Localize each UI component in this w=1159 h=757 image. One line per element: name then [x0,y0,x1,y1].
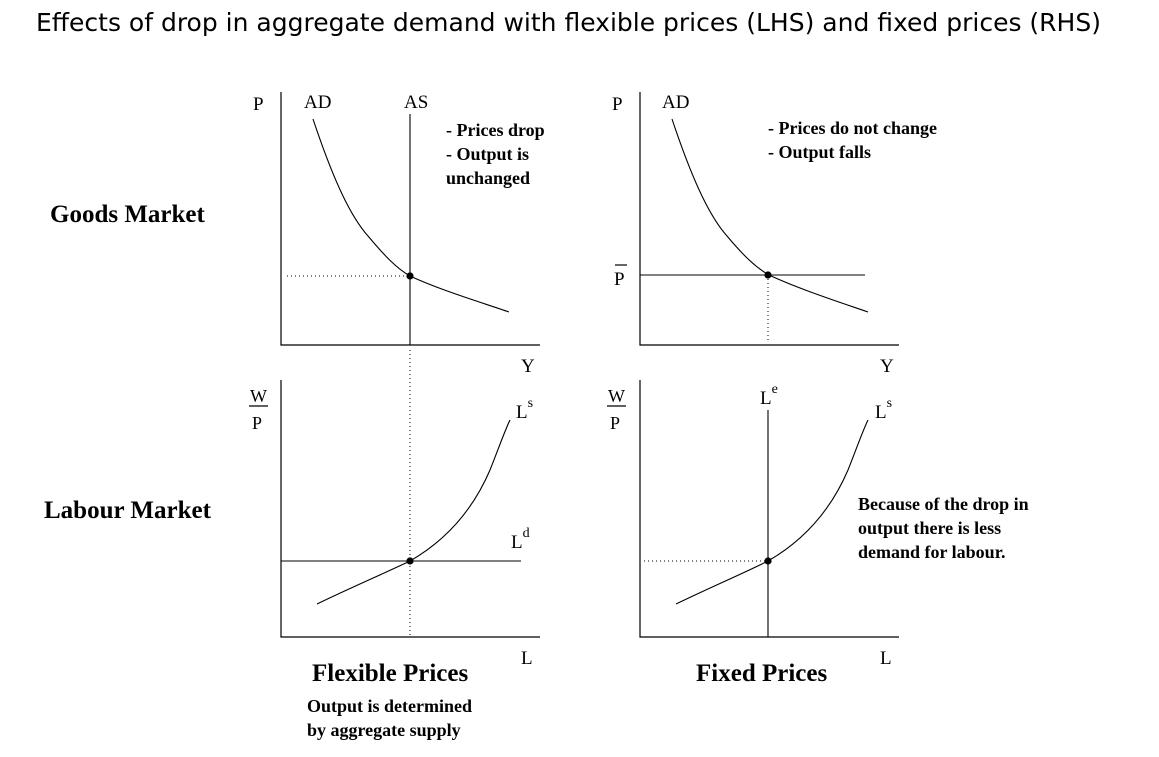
fixed-labour-employment-base: L [760,388,772,409]
flex-goods-ad-curve [312,118,510,313]
fixed-goods-y-axis-label: P [612,94,623,115]
fixed-labour-note-2: output there is less [858,518,1001,538]
page-title: Effects of drop in aggregate demand with… [36,8,1101,37]
flex-goods-note-3: unchanged [446,168,530,188]
flex-goods-x-axis-label: Y [521,356,535,377]
flex-goods-equilibrium-point [406,272,414,280]
flex-labour-y-numerator: W [250,386,267,406]
panel-flex-goods: P Y AD AS - Prices drop - Output is unch… [253,92,545,377]
flex-labour-supply-base: L [516,402,528,423]
fixed-labour-x-axis-label: L [880,648,892,669]
fixed-goods-note-1: - Prices do not change [768,118,937,138]
fixed-goods-axes [639,92,899,346]
fixed-goods-x-axis-label: Y [880,356,894,377]
fixed-labour-employment-sup: e [772,382,778,397]
flex-labour-supply-sup: s [528,396,533,411]
flex-prices-subcaption-2: by aggregate supply [307,720,461,740]
fixed-prices-caption: Fixed Prices [696,660,827,687]
flex-labour-y-denominator: P [252,413,262,433]
flex-labour-demand-sup: d [523,526,530,541]
row-label-goods-market: Goods Market [50,201,206,228]
fixed-labour-supply-sup: s [887,396,892,411]
fixed-goods-ad-curve [671,118,869,313]
flex-goods-axes [280,92,540,346]
fixed-labour-y-denominator: P [610,413,620,433]
flex-labour-x-axis-label: L [521,648,533,669]
fixed-labour-axes [639,380,899,638]
fixed-labour-note-1: Because of the drop in [858,494,1029,514]
fixed-goods-price-level-label: P [614,269,625,290]
fixed-labour-employment-label: Le [760,382,778,409]
flex-prices-caption: Flexible Prices [312,660,468,687]
flex-goods-note-2: - Output is [446,144,529,164]
fixed-labour-supply-base: L [875,402,887,423]
fixed-goods-equilibrium-point [764,271,772,279]
fixed-labour-equilibrium-point [764,557,772,565]
flex-goods-as-label: AS [404,92,428,113]
flex-labour-axes [280,380,540,638]
fixed-goods-ad-label: AD [662,92,689,113]
flex-labour-supply-label: Ls [516,396,533,423]
flex-goods-ad-label: AD [304,92,331,113]
flex-prices-subcaption-1: Output is determined [307,696,472,716]
fixed-labour-supply-curve [675,419,869,605]
panel-fixed-goods: P Y AD P - Prices do not change - Output… [612,92,937,377]
row-label-labour-market: Labour Market [44,497,212,524]
flex-labour-equilibrium-point [406,557,414,565]
fixed-labour-y-numerator: W [608,386,625,406]
flex-labour-demand-label: Ld [511,526,530,553]
flex-goods-note-1: - Prices drop [446,120,545,140]
fixed-labour-supply-label: Ls [875,396,892,423]
panel-flex-labour: W P L Ls Ld [249,380,540,669]
fixed-labour-note-3: demand for labour. [858,542,1006,562]
panel-fixed-labour: W P L Le Ls Because of the drop in outpu… [607,380,1029,669]
fixed-goods-note-2: - Output falls [768,142,871,162]
flex-goods-y-axis-label: P [253,94,264,115]
flex-labour-demand-base: L [511,532,523,553]
flex-labour-supply-curve [316,419,511,605]
